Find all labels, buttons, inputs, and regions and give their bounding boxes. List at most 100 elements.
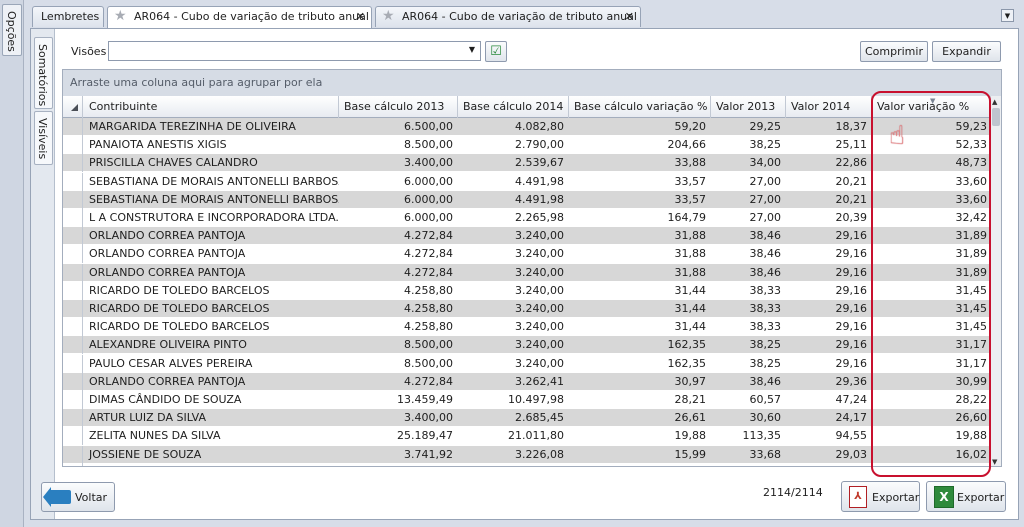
row-selector[interactable] [63,263,83,282]
tab-ar064-active[interactable]: ★ AR064 - Cubo de variação de tributo an… [107,6,372,28]
expandir-button[interactable]: Expandir [932,41,1001,62]
row-selector[interactable] [63,336,83,355]
row-selector[interactable] [63,300,83,318]
table-row[interactable]: RICARDO DE TOLEDO BARCELOS 4.258,80 3.240,… [63,318,992,337]
row-selector[interactable] [63,391,83,409]
row-selector[interactable] [63,136,83,155]
table-cell: 31,89 [955,247,988,261]
scroll-up-icon[interactable]: ▲ [992,98,998,106]
table-cell: 20,21 [835,174,868,188]
table-cell: 16,36 [569,464,711,467]
scroll-thumb[interactable] [992,108,1000,126]
tab-lembretes[interactable]: Lembretes [32,6,104,27]
column-header-valor-2014[interactable]: Valor 2014 [786,96,872,118]
row-selector[interactable] [63,409,83,428]
row-selector[interactable] [63,281,83,300]
row-selector[interactable] [63,118,83,136]
comprimir-button[interactable]: Comprimir [860,41,928,62]
row-selector[interactable] [63,209,83,227]
column-header-valor-variacao[interactable]: ▼ Valor variação % [872,96,992,118]
voltar-button[interactable]: Voltar [41,482,115,512]
table-cell: 20,21 [835,192,868,206]
table-cell: 31,44 [674,320,707,334]
export-excel-button[interactable]: X Exportar [926,481,1006,512]
table-cell: 3.262,41 [515,374,564,388]
table-cell: 24,17 [835,411,868,425]
table-row[interactable]: ORLANDO CORREA PANTOJA 4.272,84 3.240,00 31… [63,263,992,282]
table-cell: 29,16 [835,265,868,279]
table-cell: 4.491,98 [515,192,564,206]
table-row[interactable]: FLAVIO CORDEIRO DE TOLEDO4.302,003.697,0… [63,463,992,467]
table-cell: 4.272,84 [404,229,453,243]
table-cell: 2.539,67 [515,156,564,170]
table-row[interactable]: SEBASTIANA DE MORAIS ANTONELLI BARBOSA 6.… [63,190,992,209]
table-cell: 31,89 [955,229,988,243]
scroll-down-icon[interactable]: ▼ [992,458,998,466]
table-cell: 27,00 [749,192,782,206]
table-row[interactable]: ORLANDO CORREA PANTOJA 4.272,84 3.262,41 30… [63,372,992,391]
row-selector[interactable] [63,172,83,191]
row-selector[interactable] [63,154,83,173]
table-cell: 38,33 [749,283,782,297]
table-cell: 38,33 [749,320,782,334]
row-selector[interactable] [63,463,83,466]
somatorios-tab[interactable]: Somatórios [34,37,53,109]
row-selector[interactable] [63,318,83,337]
table-cell: 2.265,98 [515,211,564,224]
table-row[interactable]: SEBASTIANA DE MORAIS ANTONELLI BARBOSA 6.… [63,172,992,191]
table-row[interactable]: L A CONSTRUTORA E INCORPORADORA LTDA. 6.0… [63,209,992,227]
table-cell: 38,46 [749,247,782,261]
column-header-base-2013[interactable]: Base cálculo 2013 [339,96,458,118]
table-cell: 3.240,00 [515,265,564,279]
table-cell: 52,33 [955,138,988,152]
visiveis-tab[interactable]: Visíveis [34,111,53,165]
row-selector[interactable] [63,445,83,464]
column-header-base-2014[interactable]: Base cálculo 2014 [458,96,569,118]
tab-list-dropdown-icon[interactable]: ▼ [1001,9,1014,22]
table-row[interactable]: ORLANDO CORREA PANTOJA 4.272,84 3.240,00 31… [63,245,992,264]
table-row[interactable]: PANAIOTA ANESTIS XIGIS 8.500,00 2.790,00 20… [63,136,992,155]
table-cell: 3.240,00 [515,320,564,334]
table-cell: 164,79 [667,211,707,224]
checklist-button[interactable]: ☑ [485,41,507,62]
table-cell: 31,45 [955,302,988,315]
table-row[interactable]: MARGARIDA TEREZINHA DE OLIVEIRA 6.500,00 4… [63,118,992,136]
table-cell: 16,35 [872,464,992,467]
pdf-icon: ⅄ [849,486,867,508]
table-row[interactable]: RICARDO DE TOLEDO BARCELOS 4.258,80 3.240,… [63,300,992,318]
close-icon[interactable]: ✕ [624,10,634,23]
export-pdf-button[interactable]: ⅄ Exportar [841,481,920,512]
grid-corner[interactable] [63,96,83,118]
row-selector[interactable] [63,372,83,391]
table-row[interactable]: RICARDO DE TOLEDO BARCELOS 4.258,80 3.240,… [63,281,992,300]
vertical-scrollbar[interactable]: ▲ ▼ [990,96,1001,466]
column-header-contribuinte[interactable]: Contribuinte [84,96,339,118]
record-count: 2114/2114 [763,486,823,499]
column-header-base-variacao[interactable]: Base cálculo variação % [569,96,711,118]
column-header-valor-2013[interactable]: Valor 2013 [711,96,786,118]
table-cell: 29,16 [835,247,868,261]
table-row[interactable]: PRISCILLA CHAVES CALANDRO 3.400,00 2.539,6… [63,154,992,173]
row-selector[interactable] [63,245,83,264]
row-selector[interactable] [63,354,83,373]
opcoes-side-tab[interactable]: Opções [2,4,22,56]
visoes-select[interactable]: ▼ [108,41,481,61]
table-row[interactable]: ARTUR LUIZ DA SILVA 3.400,00 2.685,45 26,61… [63,409,992,428]
table-row[interactable]: PAULO CESAR ALVES PEREIRA 8.500,00 3.240,0… [63,354,992,373]
table-row[interactable]: ZELITA NUNES DA SILVA 25.189,47 21.011,80 1… [63,427,992,446]
table-row[interactable]: ALEXANDRE OLIVEIRA PINTO 8.500,00 3.240,00… [63,336,992,355]
row-selector[interactable] [63,427,83,446]
table-row[interactable]: ORLANDO CORREA PANTOJA 4.272,84 3.240,00 31… [63,227,992,246]
chevron-down-icon: ▼ [468,45,475,54]
table-cell: 15,99 [674,447,707,461]
tab-ar064-second[interactable]: ★ AR064 - Cubo de variação de tributo an… [375,6,641,27]
row-selector[interactable] [63,227,83,246]
table-cell: 113,35 [742,429,782,443]
table-cell: 4.082,80 [515,120,564,133]
table-row[interactable]: JOSSIENE DE SOUZA 3.741,92 3.226,08 15,99 33… [63,445,992,464]
table-cell: 2.790,00 [515,138,564,152]
group-by-area[interactable]: Arraste uma coluna aqui para agrupar por… [63,70,1001,96]
table-row[interactable]: DIMAS CÂNDIDO DE SOUZA 13.459,49 10.497,98… [63,391,992,409]
close-icon[interactable]: ✕ [355,10,365,23]
row-selector[interactable] [63,190,83,209]
